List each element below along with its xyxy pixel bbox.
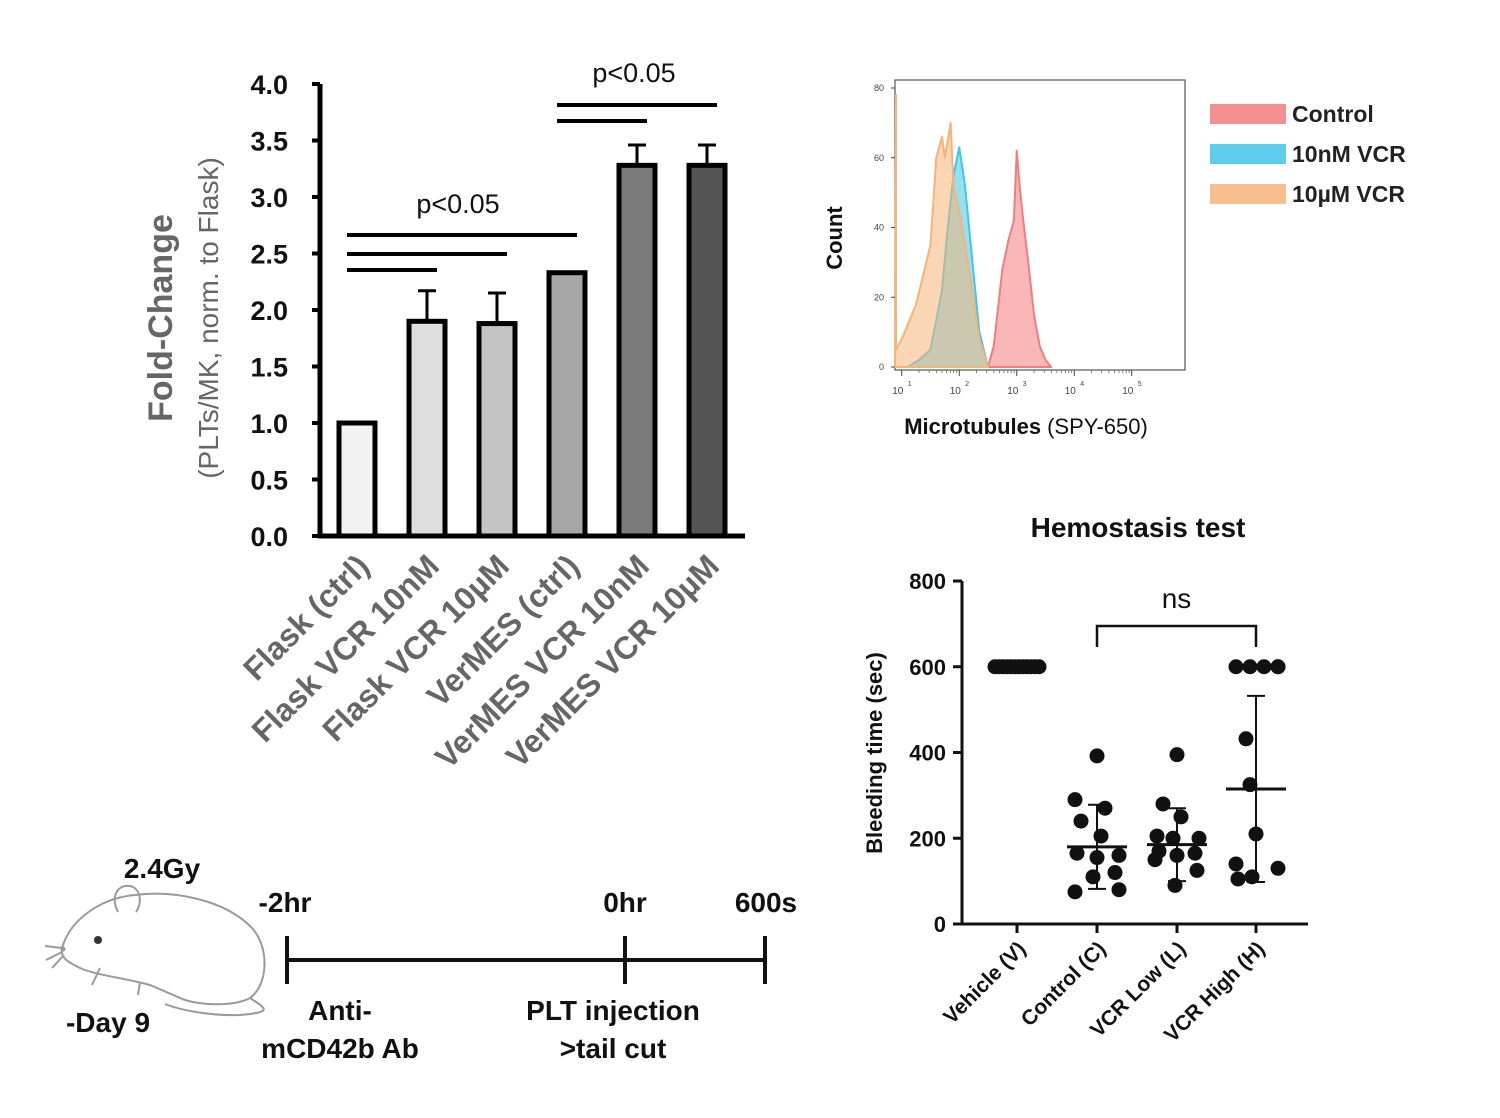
- bar: [406, 318, 448, 539]
- bar: [476, 321, 518, 539]
- timeline-event-desc: mCD42b Ab: [261, 1033, 419, 1064]
- timeline-day: -Day 9: [66, 1007, 150, 1038]
- significance-bracket: [1095, 624, 1258, 647]
- histogram-xtick-label: 10: [950, 386, 962, 397]
- legend-label: Control: [1292, 101, 1374, 127]
- legend-swatch: [1210, 184, 1286, 204]
- histogram-xtick-exponent: 4: [1080, 381, 1084, 388]
- histogram-area: [987, 149, 1053, 368]
- scatter-point: [1173, 809, 1189, 825]
- scatter-point: [1256, 659, 1272, 675]
- bar-ytick-label: 3.5: [250, 127, 288, 157]
- bar-ytick-label: 1.5: [250, 353, 288, 383]
- scatter-point: [1111, 847, 1127, 863]
- significance-label: p<0.05: [592, 58, 675, 88]
- scatter-point: [1228, 856, 1244, 872]
- scatter-point: [1187, 845, 1203, 861]
- histogram-xtick-label: 10: [1122, 386, 1134, 397]
- scatter-point: [1085, 869, 1101, 885]
- bar-ytick-label: 4.0: [250, 70, 288, 100]
- scatter-point: [1031, 659, 1047, 675]
- bar-ylabel-main: Fold-Change: [142, 214, 180, 422]
- scatter-point: [1270, 659, 1286, 675]
- histogram-xlabel: Microtubules (SPY-650): [904, 414, 1148, 439]
- legend-label: 10nM VCR: [1292, 141, 1406, 167]
- scatter-point: [1147, 852, 1163, 868]
- legend-swatch: [1210, 104, 1286, 124]
- histogram-ytick-label: 20: [874, 292, 884, 302]
- scatter-point: [1191, 830, 1207, 846]
- bar-ytick-label: 3.0: [250, 183, 288, 213]
- timeline-time-label: 0hr: [603, 887, 647, 918]
- histogram-ylabel: Count: [822, 206, 847, 270]
- histogram-ytick-label: 40: [874, 223, 884, 233]
- scatter-point: [1073, 813, 1089, 829]
- bar-ytick-label: 2.5: [250, 240, 288, 270]
- scatter-point: [1067, 792, 1083, 808]
- scatter-point: [1228, 659, 1244, 675]
- scatter-panel: Hemostasis test Bleeding time (sec) 0 200…: [862, 512, 1308, 1047]
- histogram-xtick-exponent: 2: [965, 381, 969, 388]
- timeline-dose: 2.4Gy: [124, 853, 201, 884]
- histogram-xtick-label: 10: [1065, 386, 1077, 397]
- scatter-point: [1155, 796, 1171, 812]
- bar-ytick-label: 2.0: [250, 296, 288, 326]
- legend-label: 10µM VCR: [1292, 181, 1405, 207]
- legend-swatch: [1210, 144, 1286, 164]
- bar-ylabel-sub: (PLTs/MK, norm. to Flask): [193, 157, 224, 479]
- scatter-point: [1093, 828, 1109, 844]
- histogram-area: [894, 93, 989, 368]
- timeline-event-desc: >tail cut: [560, 1033, 667, 1064]
- scatter-point: [1242, 659, 1258, 675]
- histogram-xtick-exponent: 1: [908, 381, 912, 388]
- scatter-point: [1149, 828, 1165, 844]
- scatter-point: [1097, 800, 1113, 816]
- timeline-time-label: 600s: [735, 887, 797, 918]
- scatter-ytick-label: 400: [909, 741, 946, 766]
- scatter-ylabel: Bleeding time (sec): [862, 652, 887, 854]
- scatter-point: [1270, 860, 1286, 876]
- bar: [336, 420, 378, 539]
- scatter-point: [1189, 862, 1205, 878]
- scatter-ytick-label: 600: [909, 655, 946, 680]
- histogram-xlabel-rest: (SPY-650): [1047, 414, 1148, 439]
- timeline-event-desc: Anti-: [308, 995, 372, 1026]
- scatter-point: [1089, 748, 1105, 764]
- bar: [546, 270, 588, 539]
- scatter-ytick-label: 800: [909, 569, 946, 594]
- scatter-point: [1067, 884, 1083, 900]
- histogram-xtick-label: 10: [892, 386, 904, 397]
- bar: [686, 162, 728, 539]
- mouse-icon: [44, 884, 266, 1017]
- timeline-event-desc: PLT injection: [526, 995, 700, 1026]
- bar: [616, 162, 658, 539]
- scatter-point: [1069, 845, 1085, 861]
- histogram-xtick-exponent: 5: [1138, 381, 1142, 388]
- scatter-ytick-label: 0: [934, 912, 946, 937]
- significance-label: p<0.05: [416, 189, 499, 219]
- significance-label: ns: [1162, 583, 1192, 614]
- histogram-xlabel-bold: Microtubules: [904, 414, 1041, 439]
- scatter-point: [1169, 747, 1185, 763]
- timeline-time-label: -2hr: [259, 887, 312, 918]
- histogram-ytick-label: 80: [874, 83, 884, 93]
- bar-ytick-label: 0.5: [250, 466, 288, 496]
- scatter-ytick-label: 200: [909, 826, 946, 851]
- bar-ytick-label: 0.0: [250, 522, 288, 552]
- timeline-panel: 2.4Gy -Day 9 -2hr Anti-mCD42b Ab 0hr PLT in…: [44, 853, 797, 1064]
- bar-chart-panel: Fold-Change (PLTs/MK, norm. to Flask) 0.…: [142, 58, 745, 775]
- scatter-point: [1230, 871, 1246, 887]
- scatter-point: [1111, 882, 1127, 898]
- histogram-ytick-label: 60: [874, 153, 884, 163]
- histogram-ytick-label: 0: [879, 362, 884, 372]
- scatter-title: Hemostasis test: [1031, 512, 1246, 543]
- histogram-xtick-label: 10: [1007, 386, 1019, 397]
- histogram-xtick-exponent: 3: [1023, 381, 1027, 388]
- bar-ytick-label: 1.0: [250, 409, 288, 439]
- scatter-point: [1238, 731, 1254, 747]
- scatter-point: [1107, 865, 1123, 881]
